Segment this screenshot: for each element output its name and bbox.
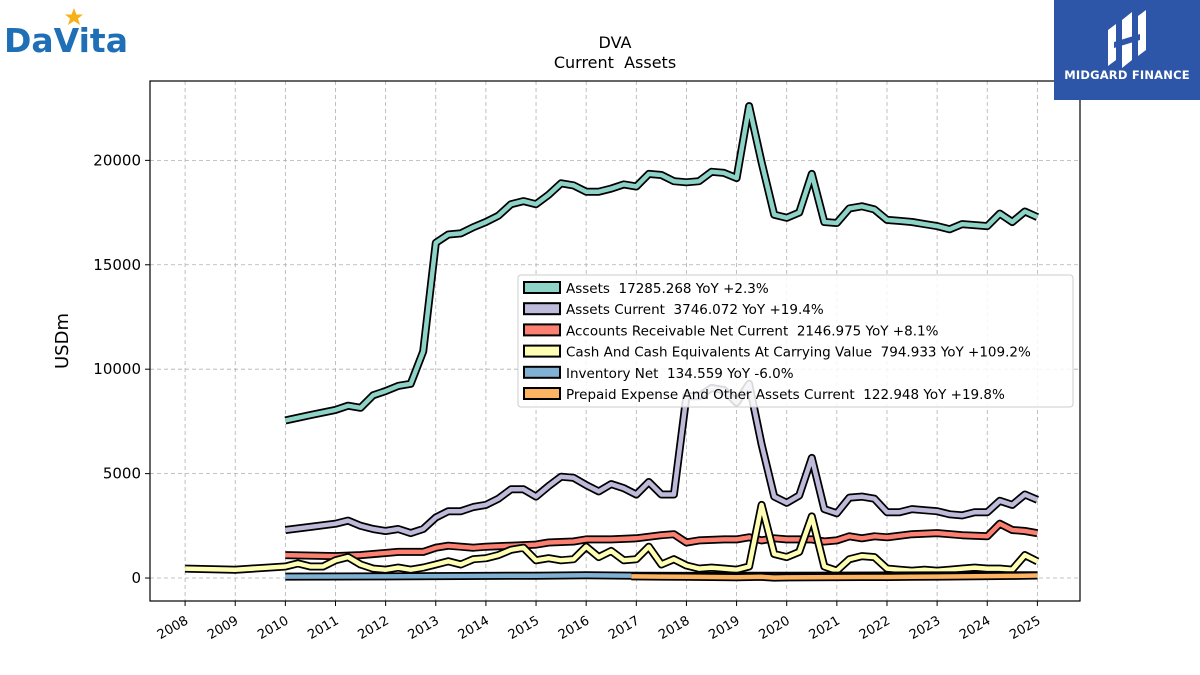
chart-subtitle: Current Assets — [554, 53, 676, 72]
x-tick-label: 2008 — [155, 613, 191, 643]
legend-label-prepaid-expense-and-other-assets-current: Prepaid Expense And Other Assets Current… — [566, 387, 1005, 403]
x-tick-label: 2019 — [706, 613, 742, 643]
legend-swatch-accounts-receivable-net-current — [523, 323, 561, 337]
x-tick-label: 2021 — [807, 613, 843, 643]
x-tick-label: 2009 — [205, 613, 241, 643]
legend: Assets 17285.268 YoY +2.3% Assets Current… — [517, 274, 1074, 408]
series-line-cash-and-cash-equivalents-at-carrying-value — [185, 502, 1039, 573]
x-tick-label: 2025 — [1007, 613, 1043, 643]
chart-title: DVA — [599, 33, 632, 52]
legend-swatch-assets-current — [523, 302, 561, 316]
series-line-accounts-receivable-net-current — [285, 521, 1038, 559]
x-tick-label: 2020 — [757, 613, 793, 643]
legend-label-cash-and-cash-equivalents-at-carrying-value: Cash And Cash Equivalents At Carrying Va… — [566, 345, 1031, 361]
y-tick-label: 15000 — [93, 256, 141, 274]
x-tick-label: 2018 — [656, 613, 692, 643]
midgard-finance-logo: MIDGARD FINANCE — [1054, 0, 1200, 100]
legend-swatch-inventory-net — [523, 365, 561, 379]
plot-frame — [149, 80, 1081, 602]
x-tick-label: 2017 — [606, 613, 642, 643]
x-tick-label: 2010 — [255, 613, 291, 643]
series-line-assets — [284, 103, 1039, 423]
x-tick-label: 2014 — [456, 613, 492, 643]
x-tick-label: 2016 — [556, 613, 592, 643]
midgard-finance-text: MIDGARD FINANCE — [1064, 68, 1190, 82]
legend-swatch-assets — [523, 281, 561, 294]
star-icon — [65, 8, 83, 25]
series-lines — [185, 102, 1040, 582]
legend-label-inventory-net: Inventory Net 134.559 YoY -6.0% — [566, 366, 794, 382]
y-tick-label: 5000 — [103, 465, 141, 483]
x-tick-label: 2012 — [355, 613, 391, 643]
legend-swatch-cash-and-cash-equivalents-at-carrying-value — [523, 344, 561, 358]
davita-logo: DaVita — [4, 4, 144, 60]
y-tick-label: 10000 — [93, 360, 141, 378]
legend-swatch-prepaid-expense-and-other-assets-current — [523, 387, 561, 400]
y-tick-label: 0 — [131, 569, 141, 587]
x-tick-label: 2013 — [406, 613, 442, 643]
x-tick-label: 2024 — [957, 613, 993, 643]
series-line-prepaid-expense-and-other-assets-current — [631, 573, 1038, 580]
y-axis-label: USDm — [52, 313, 73, 369]
midgard-emblem-icon — [1108, 10, 1146, 68]
x-tick-label: 2015 — [506, 613, 542, 643]
davita-logo-text: DaVita — [4, 21, 128, 60]
series-line-assets-current — [285, 381, 1039, 536]
x-tick-label: 2011 — [305, 613, 341, 643]
legend-label-assets: Assets 17285.268 YoY +2.3% — [566, 281, 769, 297]
legend-label-assets-current: Assets Current 3746.072 YoY +19.4% — [566, 302, 824, 318]
x-tick-label: 2023 — [907, 613, 943, 643]
x-tick-label: 2022 — [857, 613, 893, 643]
legend-box — [517, 274, 1074, 408]
y-tick-label: 20000 — [93, 151, 141, 169]
legend-label-accounts-receivable-net-current: Accounts Receivable Net Current 2146.975… — [566, 323, 939, 339]
